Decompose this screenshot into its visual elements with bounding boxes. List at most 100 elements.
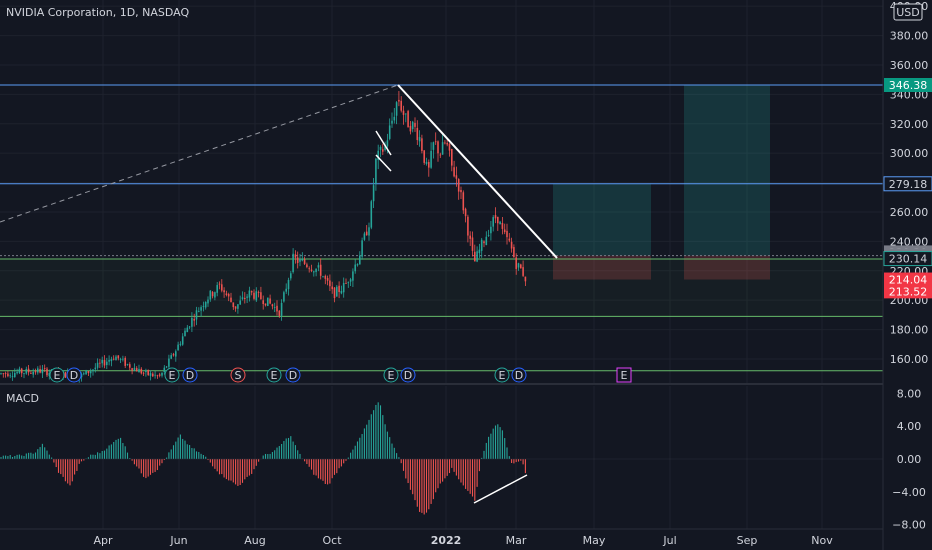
flag-line-lower bbox=[375, 154, 392, 172]
candle bbox=[448, 142, 451, 157]
svg-text:230.14: 230.14 bbox=[889, 253, 928, 266]
candle bbox=[96, 358, 99, 370]
svg-text:E: E bbox=[271, 369, 278, 382]
grid bbox=[0, 0, 883, 529]
candle bbox=[232, 302, 235, 310]
time-tick-label: May bbox=[583, 534, 606, 547]
earnings-marker[interactable]: E bbox=[49, 367, 65, 383]
svg-text:D: D bbox=[515, 369, 523, 382]
candle bbox=[455, 166, 458, 187]
candle bbox=[225, 290, 228, 297]
candle bbox=[32, 368, 34, 378]
earnings-marker[interactable]: E bbox=[266, 367, 282, 383]
candle bbox=[365, 225, 368, 236]
candle bbox=[216, 281, 218, 297]
candle bbox=[285, 283, 287, 294]
dividend-marker[interactable]: D bbox=[66, 367, 82, 383]
macd-tick-label: −8.00 bbox=[892, 519, 926, 532]
time-axis-ticks[interactable]: Apr Jun Aug Oct 2022 Mar May Jul Sep Nov bbox=[93, 534, 833, 547]
candle bbox=[418, 130, 421, 147]
candle bbox=[177, 341, 179, 351]
candle bbox=[7, 371, 9, 378]
candle bbox=[30, 370, 32, 374]
candle bbox=[331, 281, 333, 294]
earnings-marker[interactable]: E bbox=[383, 367, 399, 383]
candle bbox=[333, 286, 336, 303]
support-band bbox=[0, 259, 883, 317]
candle bbox=[494, 207, 497, 224]
dividend-marker[interactable]: D bbox=[400, 367, 416, 383]
candle bbox=[195, 306, 198, 326]
time-tick-label: Apr bbox=[93, 534, 113, 547]
candle bbox=[462, 190, 465, 214]
candle bbox=[158, 372, 161, 378]
earnings-marker[interactable]: E bbox=[164, 367, 180, 383]
candle bbox=[405, 113, 407, 123]
candle bbox=[315, 268, 317, 277]
candle bbox=[368, 222, 370, 241]
candle bbox=[48, 369, 51, 380]
candle bbox=[361, 237, 363, 260]
dividend-marker[interactable]: D bbox=[511, 367, 527, 383]
candle bbox=[499, 220, 501, 225]
candle bbox=[156, 374, 159, 379]
price-tag: 230.14 bbox=[883, 251, 932, 267]
candle bbox=[149, 370, 152, 381]
candle bbox=[278, 309, 281, 318]
svg-text:S: S bbox=[235, 369, 242, 382]
candle bbox=[379, 145, 382, 158]
candle bbox=[133, 363, 136, 372]
dashed-trend-line[interactable] bbox=[0, 84, 399, 223]
candle bbox=[322, 275, 324, 278]
price-tick-label: 160.00 bbox=[890, 353, 929, 366]
candle bbox=[469, 231, 471, 246]
candle bbox=[423, 150, 425, 165]
candle bbox=[101, 356, 103, 368]
candle bbox=[4, 371, 7, 378]
candle bbox=[324, 274, 327, 285]
candle bbox=[163, 365, 166, 375]
split-marker[interactable]: S bbox=[230, 367, 246, 383]
candle bbox=[131, 367, 133, 375]
candle bbox=[363, 231, 366, 241]
candle bbox=[391, 112, 393, 128]
candle bbox=[186, 324, 189, 333]
candle bbox=[283, 290, 285, 303]
candle bbox=[308, 266, 310, 273]
candle bbox=[248, 286, 251, 302]
candle bbox=[145, 368, 147, 377]
currency-label: USD bbox=[896, 6, 920, 19]
candle bbox=[407, 109, 409, 128]
candle bbox=[46, 367, 48, 377]
candle bbox=[83, 372, 85, 376]
candle bbox=[218, 281, 221, 290]
candle bbox=[430, 142, 432, 169]
candle bbox=[483, 240, 485, 248]
candle bbox=[43, 364, 46, 372]
time-tick-label: Sep bbox=[737, 534, 758, 547]
future-earnings-marker[interactable]: E bbox=[616, 367, 632, 383]
candle bbox=[287, 277, 290, 296]
earnings-marker[interactable]: E bbox=[494, 367, 510, 383]
resistance-trend-line[interactable] bbox=[397, 84, 558, 259]
candle bbox=[2, 372, 5, 378]
price-tick-label: 300.00 bbox=[890, 147, 929, 160]
dividend-marker[interactable]: D bbox=[285, 367, 301, 383]
dividend-marker[interactable]: D bbox=[182, 367, 198, 383]
candle bbox=[175, 349, 177, 362]
macd-tick-label: −4.00 bbox=[892, 486, 926, 499]
candle bbox=[326, 275, 329, 286]
candle bbox=[80, 372, 83, 382]
candle bbox=[508, 233, 511, 243]
candle bbox=[372, 178, 375, 209]
candle bbox=[223, 287, 225, 298]
svg-text:D: D bbox=[289, 369, 297, 382]
price-tags: 346.38279.18230.30230.30230.14214.04213.… bbox=[883, 78, 932, 299]
candle bbox=[271, 303, 274, 310]
time-tick-label: Jun bbox=[169, 534, 187, 547]
candle bbox=[294, 250, 297, 264]
macd-divergence-line[interactable] bbox=[473, 474, 528, 504]
currency-badge[interactable] bbox=[893, 3, 923, 21]
